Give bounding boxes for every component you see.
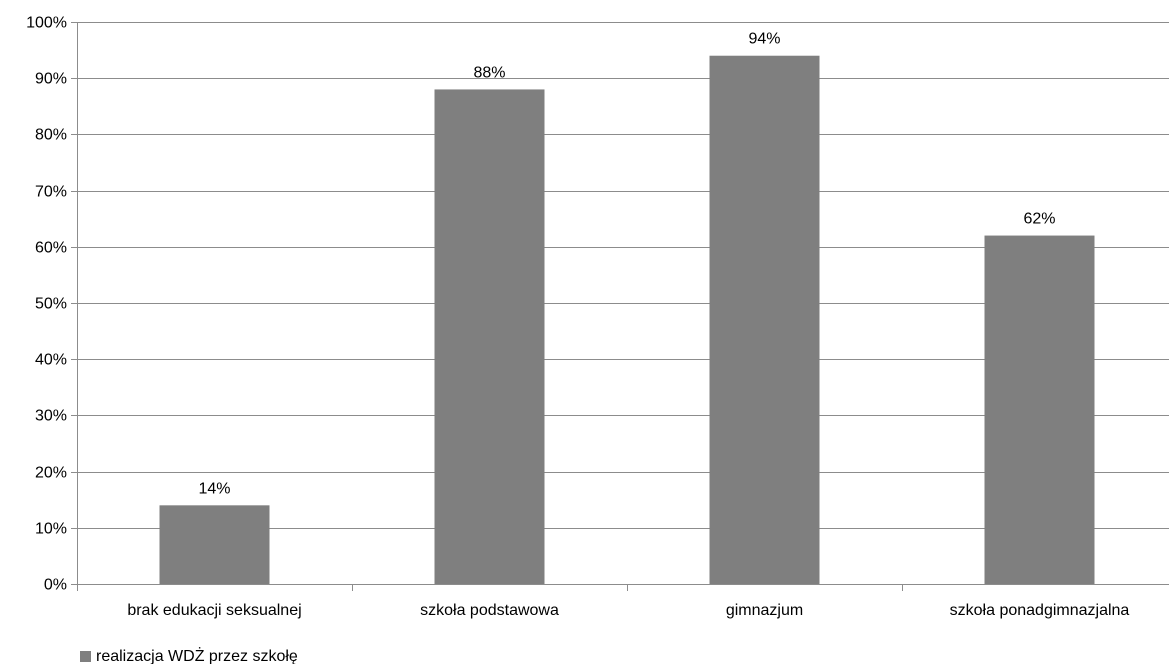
y-tick-label: 90%: [35, 71, 67, 88]
gridlines: [77, 22, 1169, 529]
y-tick-label: 20%: [35, 465, 67, 482]
x-category-label: brak edukacji seksualnej: [127, 602, 301, 619]
legend-label: realizacja WDŻ przez szkołę: [96, 646, 298, 664]
labels: 0% 10% 20% 30% 40% 50% 60% 70% 80% 90% 100% 14% brak…: [26, 15, 1129, 620]
y-tick-label: 80%: [35, 127, 67, 144]
y-tick-label: 10%: [35, 521, 67, 538]
data-label: 62%: [1023, 211, 1055, 228]
data-label: 14%: [198, 480, 230, 497]
x-category-label: gimnazjum: [726, 602, 803, 619]
x-category-label: szkoła podstawowa: [420, 602, 559, 619]
data-label: 88%: [473, 64, 505, 81]
legend: realizacja WDŻ przez szkołę: [80, 646, 298, 664]
bar: [984, 235, 1095, 584]
y-tick-label: 0%: [44, 577, 67, 594]
axes: [71, 22, 1169, 591]
legend-swatch: [80, 651, 91, 662]
y-tick-label: 100%: [26, 15, 67, 32]
bar: [159, 505, 270, 584]
bars: [159, 55, 1095, 585]
data-label: 94%: [748, 31, 780, 48]
y-tick-label: 40%: [35, 352, 67, 369]
y-tick-label: 30%: [35, 408, 67, 425]
y-tick-label: 70%: [35, 184, 67, 201]
bar: [709, 55, 820, 585]
bar: [434, 89, 545, 584]
y-tick-label: 50%: [35, 296, 67, 313]
x-category-label: szkoła ponadgimnazjalna: [950, 602, 1130, 619]
y-tick-label: 60%: [35, 240, 67, 257]
